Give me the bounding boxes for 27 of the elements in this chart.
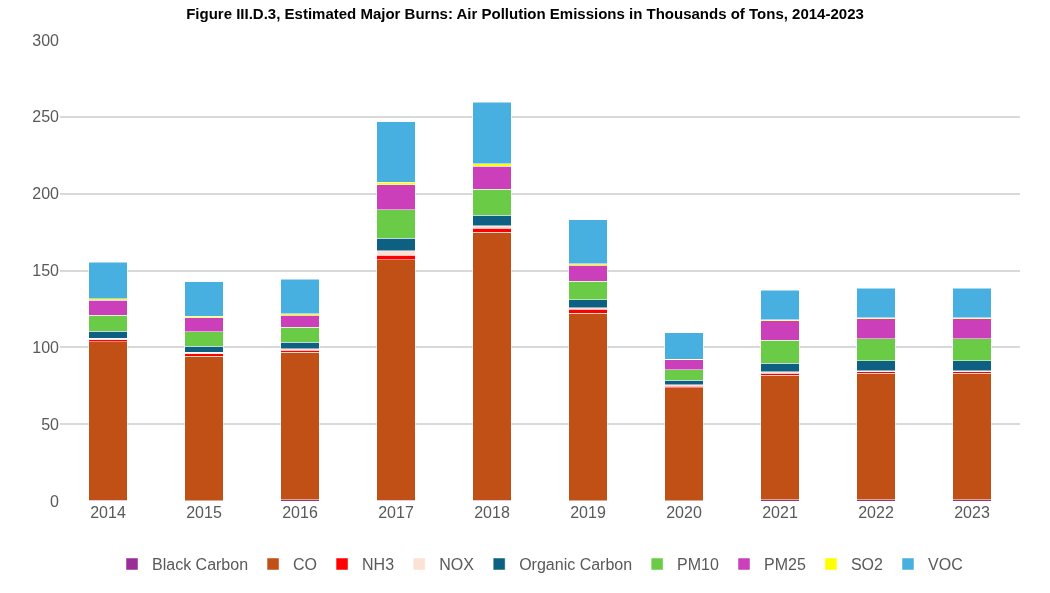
legend-label: NOX <box>439 556 475 574</box>
x-tick-label: 2018 <box>474 504 510 521</box>
x-tick-label: 2014 <box>90 504 126 521</box>
x-tick-label: 2017 <box>378 504 414 521</box>
x-tick-label: 2019 <box>570 504 606 521</box>
legend-label: CO <box>293 556 318 574</box>
legend-label: Organic Carbon <box>519 556 633 574</box>
y-tick-label: 50 <box>41 415 60 433</box>
y-tick-label: 300 <box>32 31 60 49</box>
y-tick-label: 200 <box>32 185 60 203</box>
x-tick-label: 2022 <box>858 504 894 521</box>
x-tick-label: 2016 <box>282 504 318 521</box>
y-tick-label: 150 <box>32 262 60 280</box>
legend-label: PM10 <box>677 556 720 574</box>
x-tick-label: 2020 <box>666 504 702 521</box>
x-tick-label: 2021 <box>762 504 798 521</box>
y-tick-label: 0 <box>50 492 60 510</box>
y-tick-label: 250 <box>32 108 60 126</box>
x-tick-label: 2023 <box>954 504 990 521</box>
chart-title: Figure III.D.3, Estimated Major Burns: Air Pollution Emissions in Thousands of Tons, 2014-2023 <box>186 5 864 23</box>
legend-label: SO2 <box>850 556 884 574</box>
legend-label: Black Carbon <box>152 556 249 574</box>
x-tick-label: 2015 <box>186 504 222 521</box>
legend-label: PM25 <box>764 556 806 574</box>
legend-label: NH3 <box>362 556 395 574</box>
y-tick-label: 100 <box>32 338 60 356</box>
legend-label: VOC <box>928 556 963 574</box>
